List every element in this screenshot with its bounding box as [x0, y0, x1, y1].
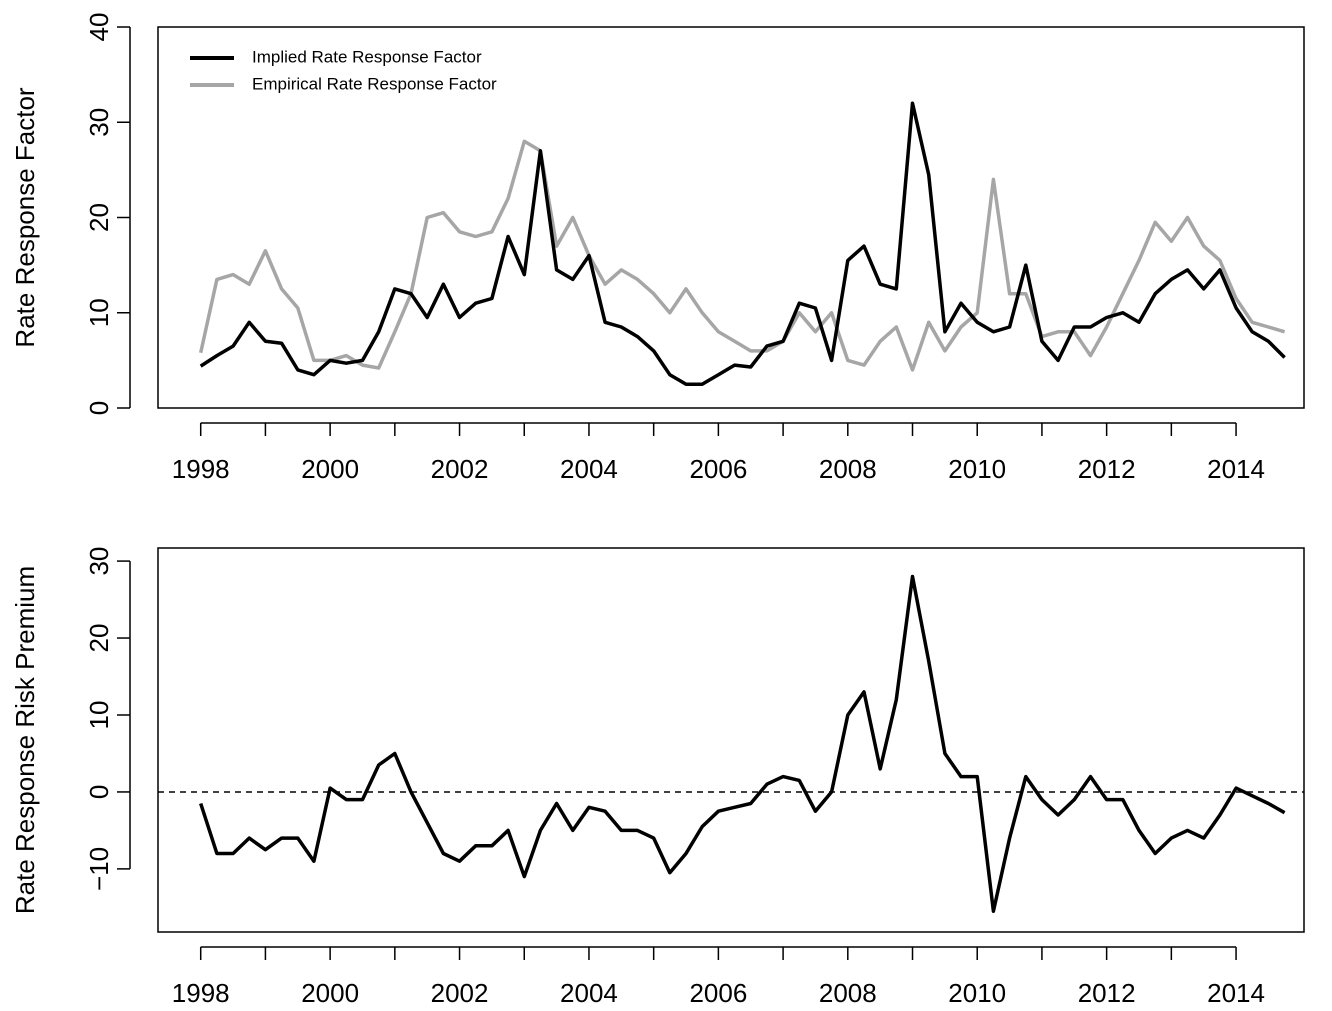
x-tick-label: 2012	[1078, 978, 1136, 1008]
y-tick-label: 20	[84, 203, 114, 232]
data-line	[198, 139, 1286, 372]
y-tick-label: 0	[84, 401, 114, 415]
x-tick-label: 2006	[689, 454, 747, 484]
legend-label: Empirical Rate Response Factor	[252, 74, 497, 93]
x-tick-label: 2014	[1207, 454, 1265, 484]
y-axis-title: Rate Response Factor	[10, 87, 40, 347]
data-line	[199, 574, 1286, 913]
y-tick-label: 10	[84, 298, 114, 327]
x-tick-label: 2002	[431, 454, 489, 484]
plot-frame	[157, 547, 1305, 933]
x-tick-label: 2004	[560, 454, 618, 484]
y-tick-label: 0	[84, 785, 114, 799]
x-tick-label: 2004	[560, 978, 618, 1008]
x-tick-label: 2010	[948, 978, 1006, 1008]
x-tick-label: 2008	[819, 978, 877, 1008]
y-tick-label: 40	[84, 13, 114, 42]
x-tick-label: 2010	[948, 454, 1006, 484]
y-tick-label: −10	[84, 847, 114, 891]
x-tick-label: 2002	[431, 978, 489, 1008]
y-tick-label: 30	[84, 108, 114, 137]
plot-frame	[157, 26, 1305, 409]
x-tick-label: 2008	[819, 454, 877, 484]
x-tick-label: 1998	[172, 454, 230, 484]
x-tick-label: 2014	[1207, 978, 1265, 1008]
y-axis-title: Rate Response Risk Premium	[10, 566, 40, 914]
legend-label: Implied Rate Response Factor	[252, 47, 482, 66]
data-line	[199, 101, 1286, 386]
x-tick-label: 2000	[301, 978, 359, 1008]
x-tick-label: 1998	[172, 978, 230, 1008]
y-tick-label: 20	[84, 624, 114, 653]
y-tick-label: 10	[84, 701, 114, 730]
x-tick-label: 2000	[301, 454, 359, 484]
x-tick-label: 2012	[1078, 454, 1136, 484]
y-tick-label: 30	[84, 547, 114, 576]
x-tick-label: 2006	[689, 978, 747, 1008]
